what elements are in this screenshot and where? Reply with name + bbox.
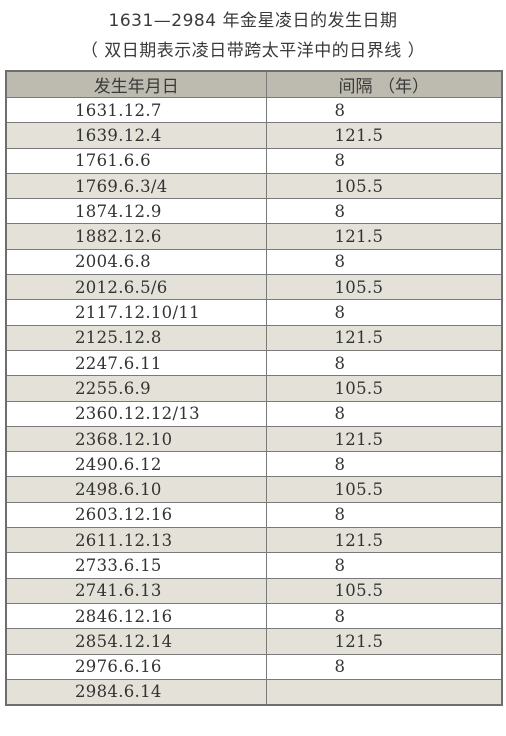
interval-cell: 105.5 bbox=[265, 274, 503, 301]
transit-date-cell: 2004.6.8 bbox=[5, 248, 267, 276]
table-row: 2611.12.13 121.5 bbox=[5, 527, 503, 554]
transit-date-cell: 1874.12.9 bbox=[5, 198, 267, 225]
transit-date-cell: 2117.12.10/11 bbox=[5, 299, 267, 326]
table-row: 2004.6.8 8 bbox=[5, 248, 503, 276]
transit-date-cell: 2603.12.16 bbox=[5, 501, 267, 529]
table-row: 1639.12.4 121.5 bbox=[5, 122, 503, 149]
interval-cell: 121.5 bbox=[265, 628, 503, 655]
table-row: 2255.6.9 105.5 bbox=[5, 375, 503, 402]
interval-cell: 105.5 bbox=[265, 577, 503, 604]
transit-date-cell: 2976.6.16 bbox=[5, 653, 267, 680]
transit-date-cell: 2360.12.12/13 bbox=[5, 400, 267, 427]
transit-date-cell: 1769.6.3/4 bbox=[5, 172, 267, 200]
interval-cell: 8 bbox=[265, 248, 503, 276]
table-header-row: 发生年月日 间隔 （年） bbox=[5, 70, 503, 98]
transit-date-cell: 2125.12.8 bbox=[5, 324, 267, 351]
table-row: 2368.12.10 121.5 bbox=[5, 425, 503, 453]
table-row: 2117.12.10/11 8 bbox=[5, 299, 503, 326]
interval-cell: 8 bbox=[265, 552, 503, 579]
interval-cell: 8 bbox=[265, 451, 503, 478]
table-body: 1631.12.7 8 1639.12.4 121.5 1761.6.6 8 1769.6.… bbox=[5, 96, 503, 706]
transit-date-cell: 1639.12.4 bbox=[5, 122, 267, 149]
interval-cell: 8 bbox=[265, 400, 503, 427]
transit-date-cell: 2984.6.14 bbox=[5, 678, 267, 706]
table-row: 2846.12.16 8 bbox=[5, 602, 503, 630]
interval-cell: 105.5 bbox=[265, 375, 503, 402]
table-row: 2247.6.11 8 bbox=[5, 349, 503, 377]
table-row: 2603.12.16 8 bbox=[5, 501, 503, 529]
transit-date-cell: 2854.12.14 bbox=[5, 628, 267, 655]
table-row: 1769.6.3/4 105.5 bbox=[5, 172, 503, 200]
table-row: 1761.6.6 8 bbox=[5, 147, 503, 174]
page-subtitle: （ 双日期表示凌日带跨太平洋中的日界线 ） bbox=[80, 41, 426, 61]
interval-cell bbox=[265, 678, 503, 706]
interval-cell: 8 bbox=[265, 147, 503, 174]
transit-date-cell: 2255.6.9 bbox=[5, 375, 267, 402]
transit-date-cell: 2012.6.5/6 bbox=[5, 274, 267, 301]
transit-date-cell: 2498.6.10 bbox=[5, 476, 267, 503]
table-row: 2741.6.13 105.5 bbox=[5, 577, 503, 604]
table-row: 2733.6.15 8 bbox=[5, 552, 503, 579]
transit-date-cell: 2846.12.16 bbox=[5, 602, 267, 630]
transit-date-cell: 2733.6.15 bbox=[5, 552, 267, 579]
interval-cell: 121.5 bbox=[265, 527, 503, 554]
table-row: 1882.12.6 121.5 bbox=[5, 223, 503, 250]
page-title: 1631—2984 年金星凌日的发生日期 bbox=[108, 11, 398, 31]
table-row: 2012.6.5/6 105.5 bbox=[5, 274, 503, 301]
interval-cell: 8 bbox=[265, 198, 503, 225]
transit-date-cell: 1882.12.6 bbox=[5, 223, 267, 250]
transit-date-cell: 2368.12.10 bbox=[5, 425, 267, 453]
column-header-interval: 间隔 （年） bbox=[265, 70, 503, 98]
interval-cell: 8 bbox=[265, 299, 503, 326]
interval-cell: 105.5 bbox=[265, 476, 503, 503]
interval-cell: 8 bbox=[265, 501, 503, 529]
interval-cell: 8 bbox=[265, 602, 503, 630]
table-row: 2490.6.12 8 bbox=[5, 451, 503, 478]
table-row: 2854.12.14 121.5 bbox=[5, 628, 503, 655]
table-row: 2984.6.14 bbox=[5, 678, 503, 706]
table-row: 2360.12.12/13 8 bbox=[5, 400, 503, 427]
interval-cell: 121.5 bbox=[265, 324, 503, 351]
column-header-date: 发生年月日 bbox=[5, 70, 267, 98]
interval-cell: 105.5 bbox=[265, 172, 503, 200]
transit-date-cell: 2611.12.13 bbox=[5, 527, 267, 554]
transit-date-cell: 2247.6.11 bbox=[5, 349, 267, 377]
interval-cell: 121.5 bbox=[265, 425, 503, 453]
interval-cell: 121.5 bbox=[265, 122, 503, 149]
transit-table: 发生年月日 间隔 （年） 1631.12.7 8 1639.12.4 121.5 176… bbox=[5, 70, 503, 706]
interval-cell: 8 bbox=[265, 653, 503, 680]
transit-date-cell: 1761.6.6 bbox=[5, 147, 267, 174]
transit-date-cell: 2741.6.13 bbox=[5, 577, 267, 604]
interval-cell: 121.5 bbox=[265, 223, 503, 250]
transit-date-cell: 1631.12.7 bbox=[5, 96, 267, 124]
table-row: 2125.12.8 121.5 bbox=[5, 324, 503, 351]
table-row: 2976.6.16 8 bbox=[5, 653, 503, 680]
table-row: 1874.12.9 8 bbox=[5, 198, 503, 225]
table-row: 1631.12.7 8 bbox=[5, 96, 503, 124]
interval-cell: 8 bbox=[265, 96, 503, 124]
interval-cell: 8 bbox=[265, 349, 503, 377]
transit-date-cell: 2490.6.12 bbox=[5, 451, 267, 478]
table-row: 2498.6.10 105.5 bbox=[5, 476, 503, 503]
